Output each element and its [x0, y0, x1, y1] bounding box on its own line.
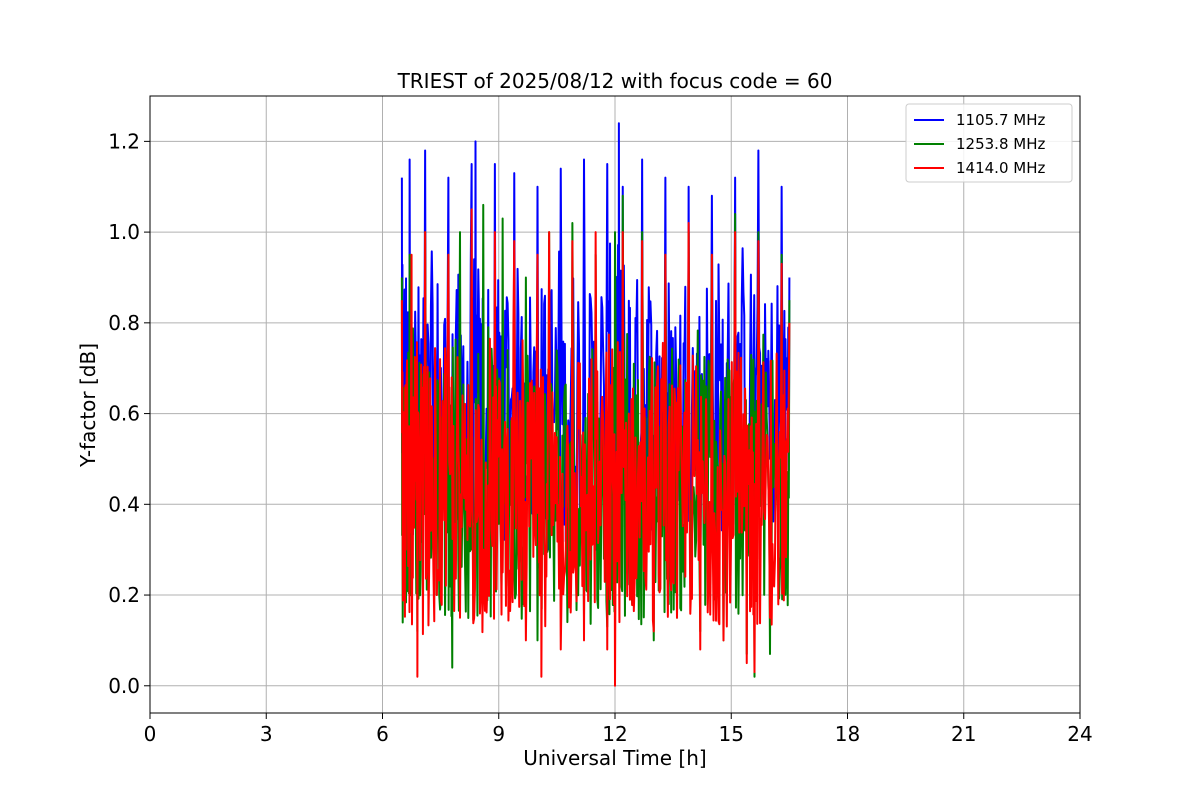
x-axis-label: Universal Time [h]: [523, 746, 706, 770]
series-layer: [400, 122, 791, 687]
y-tick-label: 0.0: [108, 674, 140, 698]
x-tick-label: 3: [260, 722, 273, 746]
x-tick-label: 12: [602, 722, 627, 746]
x-tick-label: 9: [492, 722, 505, 746]
x-tick-label: 6: [376, 722, 389, 746]
x-tick-label: 18: [835, 722, 860, 746]
series-line-3: [400, 208, 791, 687]
legend-box: [905, 103, 1073, 183]
ticks: 0 3 6 9 12 15 18 21 24 0.0 0.2 0.4 0.6 0.8 1.0 1.2: [108, 129, 1093, 746]
y-tick-label: 1.2: [108, 129, 140, 153]
legend: 1105.7 MHz 1253.8 MHz 1414.0 MHz: [905, 103, 1073, 183]
x-tick-label: 0: [144, 722, 157, 746]
chart-title: TRIEST of 2025/08/12 with focus code = 6…: [397, 69, 833, 93]
y-tick-label: 0.8: [108, 311, 140, 335]
x-tick-label: 15: [719, 722, 744, 746]
y-tick-label: 0.4: [108, 492, 140, 516]
x-tick-label: 24: [1067, 722, 1092, 746]
y-tick-label: 1.0: [108, 220, 140, 244]
legend-label-2: 1253.8 MHz: [956, 135, 1045, 153]
legend-label-1: 1105.7 MHz: [956, 111, 1045, 129]
y-tick-label: 0.2: [108, 583, 140, 607]
x-tick-label: 21: [951, 722, 976, 746]
y-axis-label: Y-factor [dB]: [76, 343, 100, 468]
y-tick-label: 0.6: [108, 402, 140, 426]
legend-label-3: 1414.0 MHz: [956, 159, 1045, 177]
